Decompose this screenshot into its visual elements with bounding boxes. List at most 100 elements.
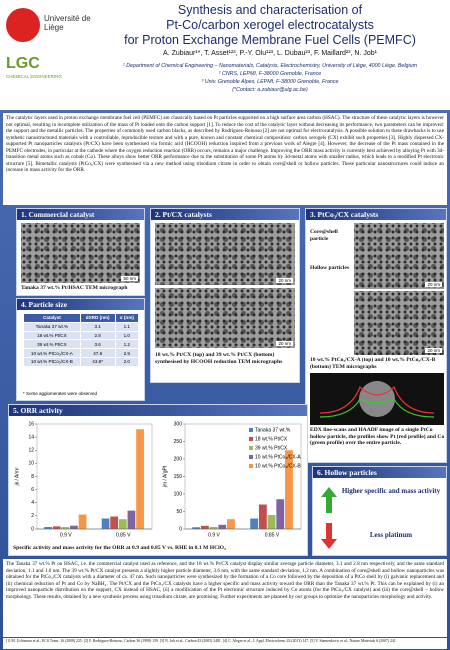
hollow-point: Higher specific and mass activity [341, 487, 441, 495]
panel-title: 3. PtCo₃/CX catalysts [306, 209, 446, 220]
legend-swatch [249, 437, 253, 441]
table-note: * Some agglomerates were observed [23, 391, 98, 396]
y-tick-label: 0 [31, 526, 34, 532]
image-label: Hollow particles [310, 265, 349, 271]
y-tick-label: 300 [174, 421, 183, 427]
table-header-cell: dXRD (nm) [79, 313, 116, 323]
table-row: Tanaka 37 wt.% 3.1 1.1 [23, 321, 140, 332]
table-cell: 1.2 [114, 339, 140, 350]
panel-title: 6. Hollow particles [313, 467, 446, 478]
y-tick-label: 0 [179, 526, 182, 532]
bar [192, 527, 201, 529]
panel-commercial: 1. Commercial catalyst 50 nm Tanaka 37 w… [16, 208, 145, 296]
y-tick-label: 16 [28, 421, 34, 427]
legend-label: 10 wt.% PtCo₃/CX-B [255, 463, 301, 469]
arrow-up [321, 487, 337, 513]
table-cell: 47.8 [79, 348, 116, 358]
affiliation: ¹ Department of Chemical Engineering – N… [122, 63, 417, 69]
table-cell: 2.9 [114, 348, 140, 358]
bar [267, 515, 276, 529]
bar [209, 526, 218, 529]
bar [136, 429, 144, 529]
bar [52, 526, 61, 529]
bar [70, 525, 78, 529]
title-line: Pt-Co/carbon xerogel electrocatalysts [166, 18, 374, 32]
y-tick-label: 100 [174, 491, 183, 497]
chart-specific-activity: 0 2 4 6 8 10 12 14 16 jk / A/m² 0.9 V 0.85 V [14, 421, 153, 538]
y-tick-label: 200 [174, 456, 183, 462]
scale-bar: 20 nm [425, 348, 442, 353]
table-cell: 2.8 [79, 330, 116, 341]
legend-swatch [249, 464, 253, 468]
arrows [321, 487, 337, 549]
legend-swatch [249, 428, 253, 432]
bar [250, 518, 259, 529]
tem-image: 20 nm [155, 288, 295, 348]
table-cell: 10 wt.% PtCo₃/CX-B [23, 356, 81, 367]
affiliation: ² CNRS, LEPMI, F-38000 Grenoble, France [218, 71, 322, 77]
y-tick-label: 4 [31, 500, 34, 506]
table-cell: 1.0 [114, 330, 140, 341]
tem-image: 20 nm [354, 291, 444, 355]
panel-title: 5. ORR activity [9, 405, 307, 416]
y-tick-label: 250 [174, 439, 183, 445]
bar [110, 516, 119, 529]
bar [127, 510, 136, 529]
table-cell: 3.6 [79, 339, 116, 350]
panel-particle-size: 4. Particle size Catalyst dXRD (nm) σ (nm)… [16, 298, 145, 401]
affiliations: ¹ Department of Chemical Engineering – N… [100, 62, 440, 94]
y-tick-label: 2 [31, 513, 34, 519]
bar [218, 524, 227, 529]
bar [258, 504, 267, 529]
panel-hollow: 6. Hollow particles Higher specific and … [312, 466, 447, 556]
logo-lgc: LGC [6, 55, 40, 72]
y-axis-label: jk / A/m² [14, 467, 20, 486]
bar [44, 527, 52, 529]
introduction: The catalytic layers used in proton exch… [3, 113, 447, 205]
table-row: 10 wt.% PtCo₃/CX-A 47.8 2.9 [23, 348, 140, 358]
table-cell: 39 wt.% Pt/CX [23, 339, 81, 350]
x-tick-label: 0.9 V [60, 532, 72, 538]
caption: Tanaka 37 wt.% Pt/HSAC TEM micrograph [21, 285, 128, 291]
table-cell: Tanaka 37 wt.% [23, 321, 81, 332]
hollow-point: Less platinum [369, 531, 413, 539]
arrow-down [321, 523, 337, 549]
bar [118, 519, 127, 529]
table-cell: 10 wt.% PtCo₃/CX-A [23, 348, 81, 358]
panel-pt-cx: 2. Pt/CX catalysts 20 nm 20 nm 18 wt.% P… [150, 208, 300, 383]
bar [61, 527, 70, 529]
panel-ptco-cx: 3. PtCo₃/CX catalysts 20 nm 20 nm Core@s… [305, 208, 447, 463]
table-cell: 3.1 [79, 321, 116, 332]
y-axis-label: jm / A/gPt [162, 465, 168, 488]
legend-label: 18 wt.% Pt/CX [255, 436, 288, 442]
chart-mass-activity: 0 50 100 150 200 250 300 jm / A/gPt 0.9 V 0.85 V T… [162, 421, 301, 538]
caption: Specific activity and mass activity for … [13, 545, 226, 551]
caption: EDX line-scans and HAADF image of a sing… [310, 427, 445, 447]
tem-image: 50 nm [21, 223, 140, 283]
table-row: 39 wt.% Pt/CX 3.6 1.2 [23, 339, 140, 350]
scale-bar: 20 nm [425, 282, 442, 287]
bar [276, 499, 285, 529]
legend-swatch [249, 446, 253, 450]
table-header-cell: Catalyst [23, 313, 81, 323]
caption: 18 wt.% Pt/CX (top) and 39 wt.% Pt/CX (b… [155, 352, 283, 365]
bar [78, 514, 87, 529]
x-tick-label: 0.9 V [208, 532, 220, 538]
title: Synthesis and characterisation of Pt-Co/… [100, 3, 440, 48]
legend-label: 39 wt.% Pt/CX [255, 445, 288, 451]
conclusion: The Tanaka 37 wt.% Pt on HSAC, i.e. the … [3, 559, 447, 637]
panel-orr: 5. ORR activity 0 2 4 6 8 10 12 14 16 jk / A/m² 0.… [8, 404, 308, 556]
y-tick-label: 150 [174, 474, 183, 480]
y-tick-label: 50 [176, 509, 182, 515]
edx-pt-profile [319, 385, 435, 414]
logo-text: Université de Liège [44, 14, 91, 32]
particle-size-table: Catalyst dXRD (nm) σ (nm) Tanaka 37 wt.% 3.1… [23, 313, 140, 367]
scale-bar: 20 nm [276, 278, 293, 283]
authors: A. Zubiaur¹*, T. Asset¹²³, P.-Y. Olu¹²³,… [163, 50, 377, 57]
x-tick-label: 0.85 V [265, 532, 280, 538]
y-tick-label: 6 [31, 487, 34, 493]
edx-co-profile [319, 398, 435, 418]
title-line: for Proton Exchange Membrane Fuel Cells … [124, 33, 416, 47]
caption: 10 wt.% PtCo₃/CX-A (top) and 10 wt.% PtC… [310, 357, 436, 370]
